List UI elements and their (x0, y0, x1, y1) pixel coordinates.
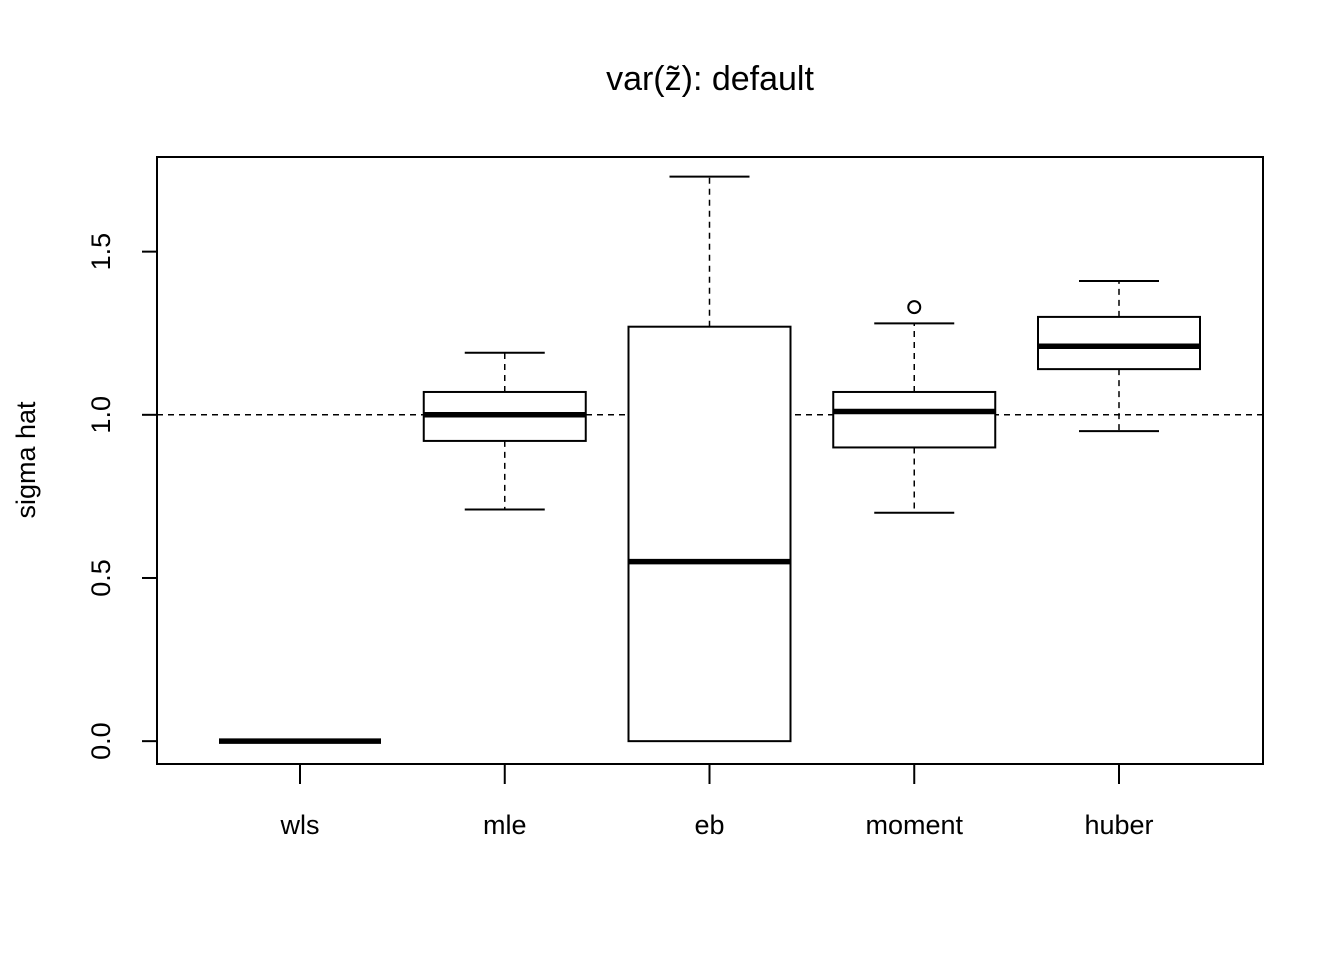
x-tick-label: mle (483, 810, 527, 840)
y-tick-label: 1.5 (86, 233, 116, 271)
y-tick-label: 0.0 (86, 722, 116, 760)
outlier-point (907, 300, 922, 315)
box-moment (832, 300, 997, 514)
x-tick-label: eb (694, 810, 724, 840)
x-tick-label: moment (865, 810, 963, 840)
boxes-group (219, 175, 1201, 744)
x-axis: wls mle eb moment huber (280, 764, 1154, 840)
box-body (832, 390, 997, 449)
x-tick-label: huber (1084, 810, 1153, 840)
y-tick-label: 0.5 (86, 559, 116, 597)
y-tick-label: 1.0 (86, 396, 116, 434)
y-axis: 0.0 0.5 1.0 1.5 (86, 233, 157, 760)
x-tick-label: wls (280, 810, 320, 840)
box-body (627, 325, 792, 743)
box-mle (422, 351, 587, 511)
chart-title: var(z̃): default (606, 60, 814, 98)
y-axis-label: sigma hat (11, 401, 41, 519)
box-body (1037, 315, 1201, 371)
box-huber (1037, 280, 1201, 433)
box-eb (627, 175, 792, 743)
